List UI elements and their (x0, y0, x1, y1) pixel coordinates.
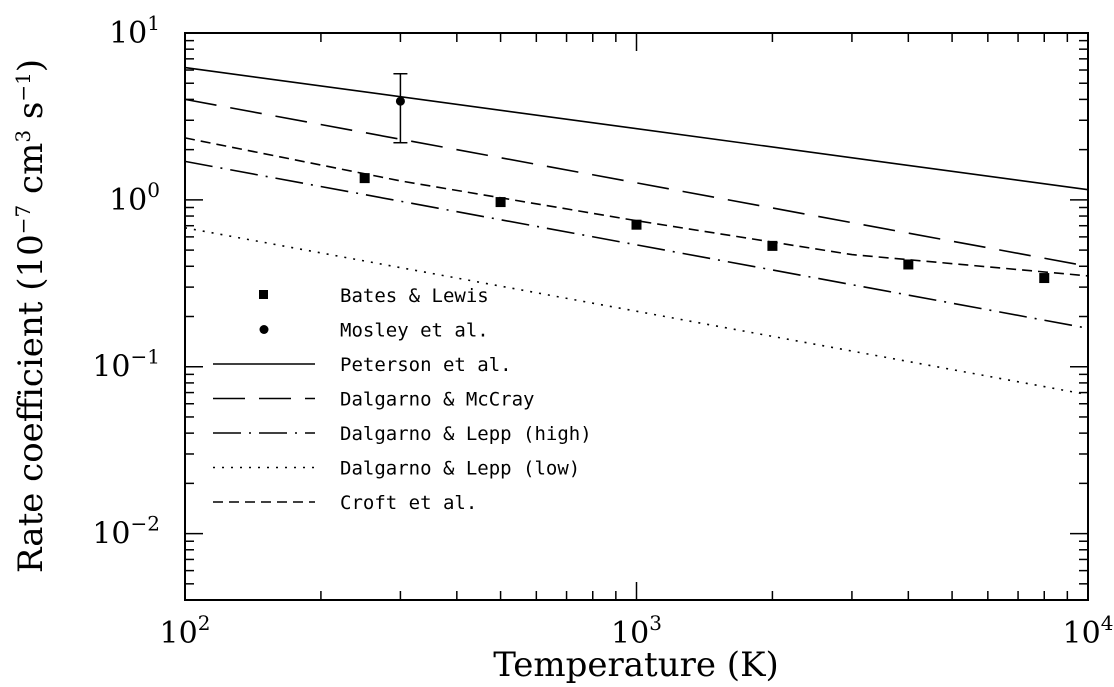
data-point-bates-lewis (1039, 273, 1050, 284)
legend-label-croft-et-al: Croft et al. (340, 492, 477, 514)
legend-label-dalgarno-mccray: Dalgarno & McCray (340, 389, 534, 411)
data-point-bates-lewis (631, 219, 642, 230)
legend-label-bates-lewis: Bates & Lewis (340, 285, 489, 307)
series-line-peterson-et-al (184, 66, 1089, 191)
data-point-bates-lewis (495, 197, 506, 208)
y-tick-label: 10−1 (92, 345, 160, 385)
legend-marker-bates-lewis (259, 290, 268, 299)
data-point-bates-lewis (359, 173, 370, 184)
axis-ticks (184, 33, 1088, 601)
y-tick-label: 100 (109, 178, 160, 218)
data-series (184, 66, 1089, 396)
series-line-dalgarno-mccray (184, 98, 1089, 268)
x-tick-label: 104 (1063, 611, 1114, 651)
y-tick-label: 10−2 (92, 512, 160, 552)
tick-labels: 102 103 104 101 100 10−1 10−2 (92, 11, 1113, 651)
series-line-croft-et-al (184, 137, 1089, 277)
legend-label-dalgarno-lepp-low: Dalgarno & Lepp (low) (340, 458, 580, 480)
legend-label-dalgarno-lepp-high: Dalgarno & Lepp (high) (340, 423, 592, 445)
data-point-bates-lewis (903, 259, 914, 270)
y-tick-label: 101 (109, 11, 160, 51)
x-axis-label: Temperature (K) (493, 645, 778, 685)
data-point-bates-lewis (767, 240, 778, 251)
plot-frame (184, 32, 1089, 601)
y-axis-label: Rate coefficient (10−7 cm3 s−1) (11, 59, 51, 573)
x-tick-label: 102 (160, 611, 211, 651)
legend-label-peterson-et-al: Peterson et al. (340, 354, 512, 376)
legend: Bates & Lewis Mosley et al. Peterson et al… (213, 285, 592, 514)
legend-marker-mosley-et-al (259, 325, 269, 334)
series-line-dalgarno-lepp-low (184, 227, 1089, 396)
x-tick-label: 103 (611, 611, 662, 651)
legend-label-mosley-et-al: Mosley et al. (340, 320, 489, 342)
data-point-mosley-et-al (395, 96, 405, 106)
series-line-dalgarno-lepp-high (184, 160, 1089, 330)
